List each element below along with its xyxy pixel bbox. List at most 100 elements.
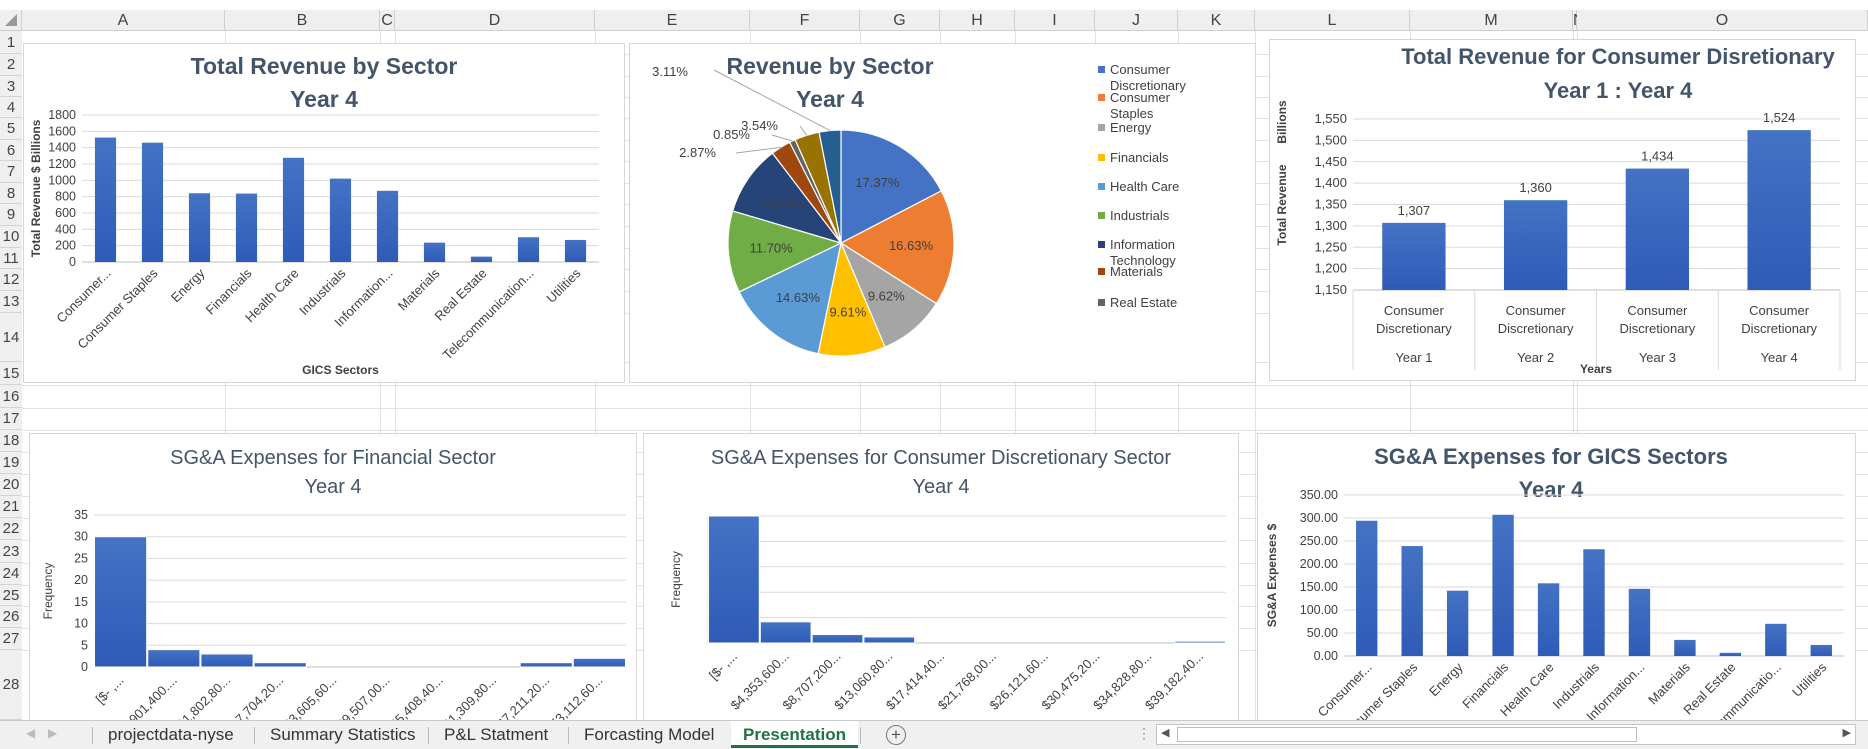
x-category-label: Utilities [543,265,584,306]
column-gridline [1255,31,1256,720]
column-header-B[interactable]: B [225,10,380,31]
row-header-4[interactable]: 4 [0,97,22,118]
sheet-tab-presentation[interactable]: Presentation [731,721,858,748]
x-category-label: Utilities [1789,659,1830,700]
sheet-tab-projectdata-nyse[interactable]: projectdata-nyse [108,725,234,744]
row-header-28[interactable]: 28 [0,650,22,720]
row-header-2[interactable]: 2 [0,54,22,76]
row-header-3[interactable]: 3 [0,76,22,97]
row-header-25[interactable]: 25 [0,585,22,606]
column-header-I[interactable]: I [1015,10,1095,31]
column-header-C[interactable]: C [380,10,395,31]
column-header-F[interactable]: F [750,10,860,31]
plus-circle-icon: + [891,725,901,744]
legend-label: Discretionary [1110,78,1186,93]
tab-splitter-icon[interactable]: ⋮ [1137,725,1151,741]
chart-total-revenue-by-sector[interactable]: Total Revenue by Sector Year 4 0 200 400 600 8… [24,44,624,382]
column-header-K[interactable]: K [1178,10,1255,31]
row-header-8[interactable]: 8 [0,183,22,204]
pie-data-label: 3.11% [652,64,688,79]
chart-svg-c6: SG&A Expenses for GICS Sectors Year 4 0.00… [1265,444,1844,749]
bar [1382,222,1446,290]
y-tick-label: 35 [74,508,88,522]
row-header-9[interactable]: 9 [0,204,22,226]
chart-revenue-by-sector-pie[interactable]: Revenue by Sector Year 4 17.37% 16.63% 9.62%… [630,44,1255,382]
column-header-D[interactable]: D [395,10,595,31]
row-header-26[interactable]: 26 [0,606,22,628]
horizontal-scrollbar[interactable]: ◀ ▶ [1156,724,1856,745]
x-category-label: Consumer Staples [74,265,161,352]
scroll-tabs-right-icon[interactable]: ▶ [48,726,58,740]
row-header-27[interactable]: 27 [0,628,22,650]
x-category-label: Energy [1426,659,1466,699]
row-header-10[interactable]: 10 [0,226,22,248]
chart-sga-consumer-discretionary-histogram[interactable]: SG&A Expenses for Consumer Discretionary… [644,434,1238,724]
row-header-12[interactable]: 12 [0,269,22,291]
chart-title: SG&A Expenses for GICS Sectors [1374,444,1728,469]
x-category-label: Discretionary [1376,321,1452,336]
row-header-18[interactable]: 18 [0,430,22,452]
bar [376,190,399,262]
y-axis-title: Frequency [41,563,55,620]
scroll-left-icon[interactable]: ◀ [1161,727,1170,739]
pie-slice [731,152,843,245]
row-header-24[interactable]: 24 [0,563,22,585]
bar [470,256,493,262]
bar [1174,640,1226,644]
column-header-O[interactable]: O [1577,10,1868,31]
sheet-tab-forcasting-model[interactable]: Forcasting Model [584,725,715,744]
select-all-corner[interactable] [0,10,22,31]
sheet-tab-summary-statistics[interactable]: Summary Statistics [270,725,416,744]
row-header-1[interactable]: 1 [0,31,22,54]
legend-swatch [1098,212,1105,219]
y-tick-label: 1400 [48,141,76,155]
chart-sga-gics-sectors[interactable]: SG&A Expenses for GICS Sectors Year 4 0.00… [1258,434,1855,749]
row-header-13[interactable]: 13 [0,291,22,313]
chart-sga-financial-histogram[interactable]: SG&A Expenses for Financial Sector Year 4… [30,434,636,739]
x-subcategory-label: Year 3 [1639,350,1676,365]
column-header-E[interactable]: E [595,10,750,31]
column-header-J[interactable]: J [1095,10,1178,31]
legend-label: Real Estate [1110,295,1177,310]
row-header-11[interactable]: 11 [0,248,22,269]
column-header-G[interactable]: G [860,10,940,31]
pie-slice [840,129,943,244]
row-header-14[interactable]: 14 [0,313,22,362]
row-header-23[interactable]: 23 [0,540,22,563]
row-header-17[interactable]: 17 [0,408,22,430]
row-header-19[interactable]: 19 [0,452,22,474]
bar [94,536,148,668]
scrollbar-thumb[interactable] [1177,727,1637,742]
row-header-21[interactable]: 21 [0,496,22,518]
row-header-15[interactable]: 15 [0,362,22,385]
x-category-label: Consumer [1627,303,1688,318]
row-header-7[interactable]: 7 [0,161,22,183]
column-header-M[interactable]: M [1410,10,1573,31]
column-header-H[interactable]: H [940,10,1015,31]
row-header-5[interactable]: 5 [0,118,22,140]
legend-swatch [1098,268,1105,275]
chart-title: Total Revenue for Consumer Disretionary [1401,44,1835,69]
bar [759,621,812,644]
chart-consumer-discretionary-revenue[interactable]: Total Revenue for Consumer Disretionary Y… [1270,40,1855,380]
row-header-6[interactable]: 6 [0,140,22,161]
column-header-A[interactable]: A [22,10,225,31]
bar [235,193,258,262]
y-tick-label: 25 [74,551,88,565]
legend-label: Technology [1110,253,1176,268]
column-header-L[interactable]: L [1255,10,1410,31]
add-sheet-button[interactable]: + [886,725,906,745]
bar [572,657,626,668]
data-label: 1,360 [1519,180,1552,195]
y-tick-label: 200.00 [1300,557,1338,571]
scroll-right-icon[interactable]: ▶ [1842,727,1851,739]
row-header-16[interactable]: 16 [0,385,22,408]
row-header-20[interactable]: 20 [0,474,22,496]
legend-label: Staples [1110,106,1154,121]
bar [708,515,760,644]
leader-line [771,134,793,142]
sheet-tab-pl-statment[interactable]: P&L Statment [444,725,549,744]
scroll-tabs-left-icon[interactable]: ◀ [26,726,36,740]
row-header-22[interactable]: 22 [0,518,22,540]
